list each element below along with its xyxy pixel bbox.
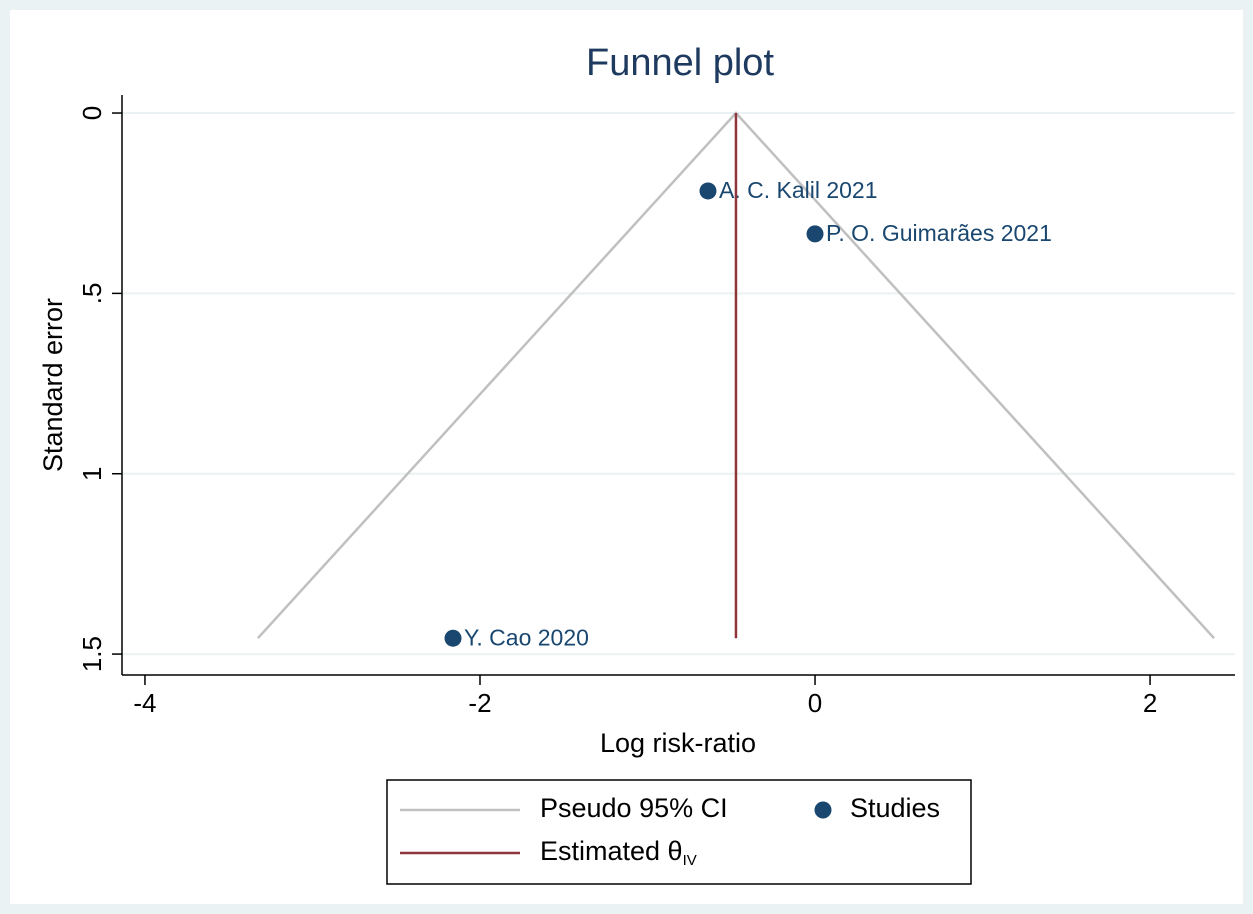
legend-text: Studies xyxy=(850,793,940,823)
legend-label: Estimated θIV xyxy=(540,836,697,869)
legend-text: Estimated θ xyxy=(540,836,683,866)
x-axis-label: Log risk-ratio xyxy=(600,728,756,758)
point-label: Y. Cao 2020 xyxy=(464,624,589,650)
y-axis-label: Standard error xyxy=(38,298,68,472)
legend-subscript: IV xyxy=(683,852,697,869)
point-label: P. O. Guimarães 2021 xyxy=(826,220,1052,246)
x-tick-label: 0 xyxy=(808,688,822,718)
study-point xyxy=(699,182,717,200)
legend-swatch xyxy=(814,801,832,819)
y-tick-label: 0 xyxy=(77,106,107,120)
point-label: A. C. Kalil 2021 xyxy=(719,177,878,203)
chart-title: Funnel plot xyxy=(586,42,774,84)
x-tick-label: 2 xyxy=(1143,688,1157,718)
legend-label: Studies xyxy=(850,793,940,823)
legend-text: Pseudo 95% CI xyxy=(540,793,728,823)
x-tick-label: -2 xyxy=(468,688,491,718)
y-tick-label: 1 xyxy=(77,466,107,480)
y-tick-label: 1.5 xyxy=(77,636,107,672)
study-point xyxy=(444,629,462,647)
y-tick-label: .5 xyxy=(77,283,107,305)
graph-background xyxy=(10,10,1243,904)
legend-box xyxy=(386,779,972,885)
study-point xyxy=(806,225,824,243)
legend-label: Pseudo 95% CI xyxy=(540,793,728,823)
x-tick-label: -4 xyxy=(133,688,156,718)
